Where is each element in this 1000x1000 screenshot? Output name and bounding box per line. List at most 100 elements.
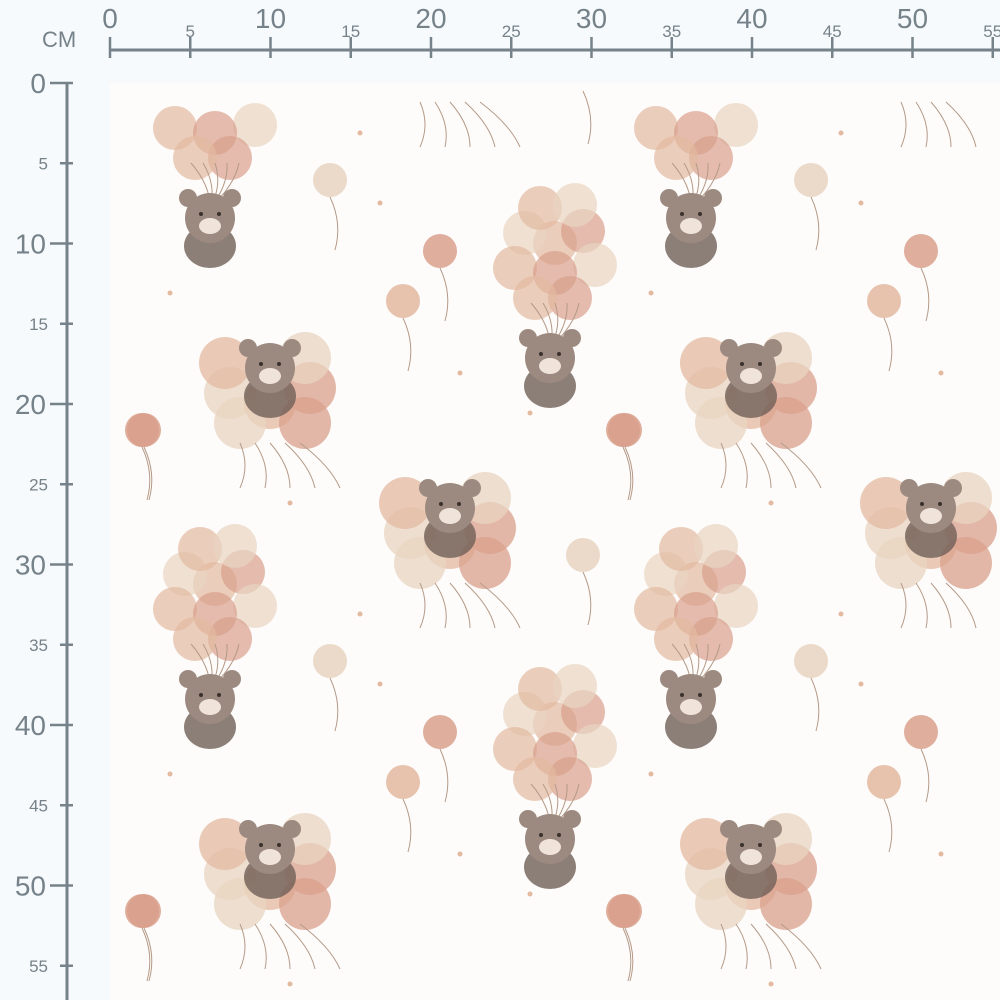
balloon-string: [329, 196, 339, 251]
balloon-string: [810, 196, 820, 251]
balloon-string: [449, 101, 471, 148]
balloon-string: [464, 101, 496, 148]
balloon: [233, 103, 277, 147]
balloon: [867, 284, 901, 318]
dot: [648, 290, 654, 296]
balloon-string: [439, 267, 449, 322]
balloon-string: [920, 267, 930, 322]
dot: [457, 851, 463, 857]
balloon: [313, 163, 347, 197]
balloon: [386, 284, 420, 318]
balloon-string: [434, 582, 447, 629]
balloon: [208, 136, 252, 180]
balloon-string: [915, 101, 928, 148]
top-ruler-label: 40: [736, 3, 767, 34]
balloon-string: [254, 442, 267, 489]
balloon: [125, 894, 159, 928]
left-ruler-label: 50: [15, 871, 46, 902]
dot: [287, 500, 293, 506]
balloon-string: [810, 677, 820, 732]
balloon: [680, 337, 732, 389]
balloon-string: [624, 446, 634, 501]
balloon: [904, 234, 938, 268]
top-ruler-label: 0: [102, 3, 118, 34]
balloon-string: [720, 442, 727, 489]
dot: [377, 681, 383, 687]
dot: [357, 130, 363, 136]
balloon: [659, 527, 703, 571]
balloon: [714, 584, 758, 628]
balloon-string: [141, 927, 151, 982]
teddy-bear: [179, 189, 241, 268]
balloon-string: [402, 798, 412, 853]
balloon-string: [750, 442, 772, 489]
dot: [858, 681, 864, 687]
teddy-bear: [239, 820, 301, 899]
balloon-string: [765, 923, 797, 970]
balloon: [553, 664, 597, 708]
balloon-string: [900, 582, 907, 629]
balloon-string: [141, 446, 151, 501]
balloon-string: [582, 571, 592, 626]
top-ruler-label: 5: [186, 22, 195, 41]
balloon-string: [479, 101, 521, 148]
top-ruler-label: 35: [662, 22, 681, 41]
balloon: [518, 667, 562, 711]
dot: [377, 200, 383, 206]
balloon-string: [239, 442, 246, 489]
dot: [768, 981, 774, 987]
balloon-string: [780, 442, 822, 489]
dot: [858, 200, 864, 206]
dot: [167, 290, 173, 296]
dot: [938, 370, 944, 376]
left-ruler-label: 25: [29, 475, 48, 494]
balloon-string: [254, 923, 267, 970]
top-ruler-label: 15: [341, 22, 360, 41]
balloon: [940, 537, 992, 589]
pattern-tile: [125, 103, 642, 629]
balloon-string: [900, 101, 907, 148]
dot: [287, 981, 293, 987]
balloon-string: [299, 442, 341, 489]
balloon-string: [449, 582, 471, 629]
teddy-bear: [179, 670, 241, 749]
left-ruler-label: 30: [15, 550, 46, 581]
balloon: [860, 477, 912, 529]
balloon: [199, 337, 251, 389]
balloon: [606, 413, 640, 447]
balloon-string: [735, 442, 748, 489]
balloon-string: [883, 798, 893, 853]
balloon-string: [329, 677, 339, 732]
balloon: [379, 477, 431, 529]
bear-balloon-pattern: [125, 90, 997, 987]
balloon: [459, 537, 511, 589]
balloon-string: [284, 923, 316, 970]
balloon-string: [765, 442, 797, 489]
left-ruler-label: 0: [30, 68, 46, 99]
top-ruler-label: 45: [823, 22, 842, 41]
dot: [648, 771, 654, 777]
dot: [457, 370, 463, 376]
left-ruler-label: 10: [15, 229, 46, 260]
balloon: [794, 163, 828, 197]
balloon-string: [402, 317, 412, 372]
balloon-string: [143, 446, 153, 501]
left-ruler-label: 40: [15, 710, 46, 741]
left-ruler-label: 5: [39, 154, 48, 173]
balloon-string: [143, 927, 153, 982]
balloon-string: [915, 582, 928, 629]
balloon-string: [930, 582, 952, 629]
balloon-string: [622, 446, 632, 501]
balloon-string: [284, 442, 316, 489]
teddy-bear: [720, 820, 782, 899]
balloon: [689, 136, 733, 180]
balloon: [867, 765, 901, 799]
balloon-string: [269, 923, 291, 970]
balloon: [423, 234, 457, 268]
balloon: [178, 527, 222, 571]
teddy-bear: [519, 329, 581, 408]
balloon-string: [239, 923, 246, 970]
pattern-tile: [606, 524, 944, 987]
teddy-bear: [900, 479, 962, 558]
balloon-string: [624, 927, 634, 982]
